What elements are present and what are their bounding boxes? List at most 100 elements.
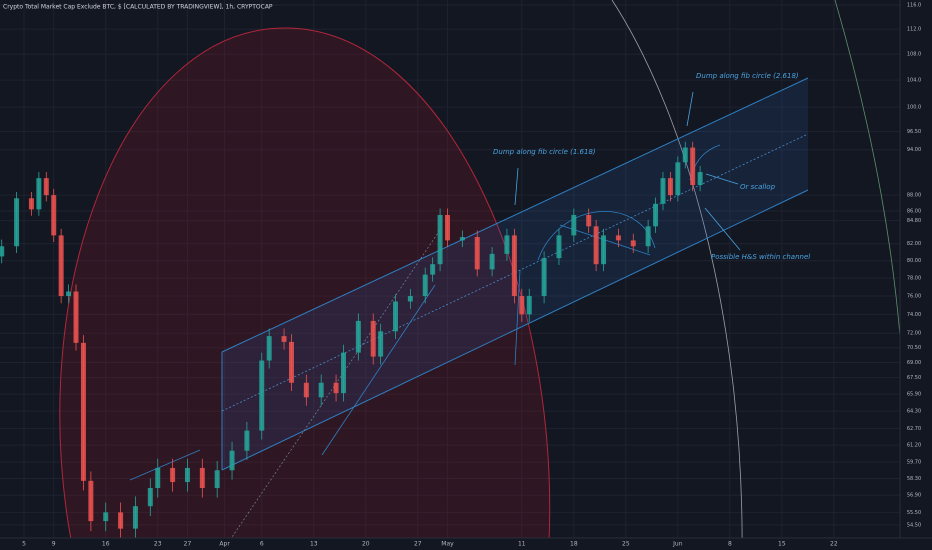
y-tick-label: 84.80	[907, 218, 921, 224]
candle-body	[43, 178, 49, 196]
candle-body	[73, 291, 79, 343]
y-tick-label: 74.00	[907, 312, 921, 318]
candle	[430, 257, 436, 282]
y-tick-label: 61.20	[907, 443, 921, 449]
y-tick-label: 56.90	[907, 493, 921, 499]
candle	[571, 208, 577, 243]
candle	[474, 230, 480, 277]
trend-line	[129, 449, 201, 481]
candle-body	[333, 382, 339, 394]
candle-body	[430, 264, 436, 275]
x-tick-label: 13	[310, 541, 318, 548]
fib-circle-outer	[834, 0, 900, 341]
candle-body	[459, 237, 465, 241]
y-tick-label: 76.00	[907, 294, 921, 300]
candle-body	[556, 235, 562, 259]
candle-body	[36, 178, 42, 210]
trend-line	[321, 284, 436, 456]
annotation: Dump along fib circle (1.618)	[493, 148, 596, 156]
candle-body	[199, 467, 205, 488]
annotation: Possible H&S within channel	[711, 253, 810, 261]
candle	[147, 478, 153, 517]
candle	[0, 239, 5, 264]
candle	[36, 172, 42, 216]
candle	[88, 471, 94, 532]
y-tick-label: 59.70	[907, 460, 921, 466]
candle-body	[103, 512, 109, 522]
axes: 116.0 112.0 108.0 104.0 100.0 96.50 94.00 88.00…	[22, 3, 921, 548]
x-tick-label: 20	[362, 541, 370, 548]
arrow	[704, 207, 741, 251]
candle	[340, 344, 346, 402]
candle-body	[184, 467, 190, 483]
candle-body	[118, 512, 124, 529]
candle-body	[437, 214, 443, 265]
candle	[318, 374, 324, 406]
candles	[0, 141, 703, 538]
x-tick-label: 25	[622, 541, 630, 548]
candle-body	[682, 147, 688, 163]
y-tick-label: 88.00	[907, 193, 921, 199]
candle	[489, 247, 495, 277]
y-tick-label: 55.50	[907, 510, 921, 516]
x-tick-label: 9	[52, 541, 56, 548]
y-tick-label: 96.50	[907, 129, 921, 135]
y-tick-label: 104.0	[907, 78, 921, 84]
candle	[459, 230, 465, 248]
candle-body	[355, 320, 361, 353]
candle	[645, 219, 651, 254]
candle	[556, 228, 562, 266]
candle	[541, 251, 547, 304]
candle-body	[630, 240, 636, 247]
x-tick-label: 23	[154, 541, 162, 548]
candle	[51, 188, 57, 243]
price-axis	[900, 0, 932, 550]
candle	[229, 441, 235, 480]
candle	[288, 334, 294, 392]
arrow	[514, 269, 521, 366]
candle-body	[51, 195, 57, 236]
candle-body	[170, 467, 176, 483]
candle-body	[229, 450, 235, 471]
candle	[593, 219, 599, 272]
y-tick-label: 64.30	[907, 409, 921, 415]
arrow	[514, 167, 519, 206]
candle	[73, 284, 79, 351]
x-tick-label: Jun	[672, 541, 683, 548]
candle-body	[266, 336, 272, 361]
candle-body	[288, 341, 294, 383]
candle	[303, 374, 309, 406]
arrow	[686, 91, 694, 127]
candle-body	[445, 214, 451, 241]
candle-body	[645, 226, 651, 247]
candle-body	[340, 352, 346, 394]
candle	[393, 294, 399, 339]
y-tick-label: 80.00	[907, 258, 921, 264]
y-tick-label: 116.0	[907, 3, 921, 9]
candle-body	[660, 178, 666, 204]
candle-body	[593, 226, 599, 265]
candle-body	[14, 198, 20, 247]
candle-body	[66, 291, 72, 297]
y-tick-label: 78.00	[907, 276, 921, 282]
candle	[14, 192, 20, 254]
candle	[682, 141, 688, 169]
y-tick-label: 70.50	[907, 345, 921, 351]
candle	[519, 288, 525, 322]
candle-body	[571, 214, 577, 236]
chart-title: Crypto Total Market Cap Exclude BTC, $ […	[3, 4, 273, 11]
candle	[214, 461, 220, 498]
candle	[422, 267, 428, 304]
y-tick-label: 86.00	[907, 208, 921, 214]
x-tick-label: 11	[518, 541, 526, 548]
candle	[690, 141, 696, 192]
y-tick-label: 62.70	[907, 426, 921, 432]
candle-body	[519, 296, 525, 315]
y-tick-label: 112.0	[907, 27, 921, 33]
candle	[66, 284, 72, 304]
candle-body	[541, 258, 547, 297]
x-tick-label: 5	[22, 541, 26, 548]
candle	[184, 458, 190, 492]
candle-body	[653, 203, 659, 227]
candle-body	[370, 320, 376, 357]
